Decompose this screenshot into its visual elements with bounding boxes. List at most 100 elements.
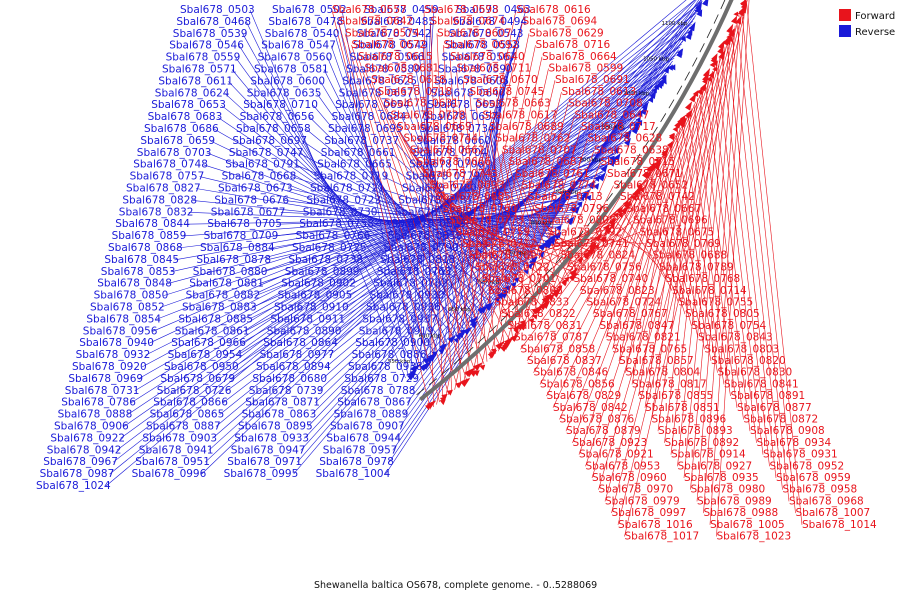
- reverse-gene-arrow: [526, 263, 533, 270]
- reverse-gene-label: Sbal678_0947: [231, 444, 306, 456]
- forward-gene-arrow: [603, 223, 611, 232]
- forward-label-connector: [736, 22, 790, 502]
- legend-reverse-swatch: [839, 25, 851, 37]
- forward-label-connector: [710, 74, 757, 443]
- forward-gene-label: Sbal678_0745: [470, 86, 545, 98]
- reverse-label-connector: [237, 99, 651, 356]
- forward-label-connector: [664, 77, 710, 443]
- reverse-gene-arrow: [625, 130, 631, 137]
- reverse-label-connector: [120, 23, 692, 439]
- forward-label-connector: [572, 81, 708, 444]
- forward-gene-label: Sbal678_0629: [529, 27, 604, 39]
- gene-feature-arrows: [407, 0, 748, 411]
- forward-gene-label: Sbal678_0765: [613, 343, 688, 355]
- forward-label-connector: [489, 80, 556, 360]
- reverse-gene-arrow: [469, 316, 479, 325]
- forward-gene-arrow: [743, 0, 746, 1]
- forward-gene-arrow: [668, 132, 675, 139]
- reverse-label-connector: [333, 107, 646, 344]
- forward-label-connector: [364, 68, 476, 373]
- reverse-gene-label: Sbal678_0581: [254, 64, 329, 76]
- forward-gene-label: Sbal678_0829: [547, 390, 622, 402]
- forward-gene-label: Sbal678_0616: [516, 4, 591, 16]
- forward-gene-arrow: [622, 200, 629, 207]
- forward-label-connector: [651, 98, 699, 420]
- forward-gene-label: Sbal678_0701: [482, 273, 557, 285]
- forward-gene-label: Sbal678_0688: [653, 250, 728, 262]
- reverse-gene-label: Sbal678_0684: [332, 111, 407, 123]
- forward-gene-arrow: [576, 257, 584, 264]
- reverse-gene-label: Sbal678_0894: [256, 361, 331, 373]
- forward-gene-arrow: [542, 300, 551, 309]
- reverse-gene-label: Sbal678_0852: [90, 302, 165, 314]
- reverse-gene-label: Sbal678_0886: [352, 349, 427, 361]
- reverse-gene-label: Sbal678_0919: [359, 325, 434, 337]
- reverse-gene-label: Sbal678_0978: [319, 456, 394, 468]
- forward-gene-label: Sbal678_0744: [404, 133, 479, 145]
- reverse-gene-label: Sbal678_0944: [326, 432, 401, 444]
- reverse-label-connector: [195, 188, 545, 247]
- forward-gene-arrow: [547, 293, 555, 301]
- forward-gene-label: Sbal678_0968: [789, 495, 864, 507]
- reverse-label-connector: [318, 63, 672, 392]
- reverse-label-connector: [424, 105, 648, 344]
- forward-gene-label: Sbal678_0689: [489, 121, 564, 133]
- reverse-gene-label: Sbal678_0971: [227, 456, 302, 468]
- reverse-label-connector: [230, 77, 664, 380]
- forward-gene-label: Sbal678_0670: [463, 74, 538, 86]
- reverse-gene-label: Sbal678_0878: [196, 254, 271, 266]
- reverse-gene-label: Sbal678_0559: [166, 52, 241, 64]
- forward-gene-label: Sbal678_0856: [540, 378, 615, 390]
- reverse-gene-label: Sbal678_0938: [348, 361, 423, 373]
- reverse-gene-label: Sbal678_0902: [281, 278, 356, 290]
- forward-gene-label: Sbal678_0599: [549, 63, 624, 75]
- reverse-gene-arrow: [686, 28, 693, 36]
- reverse-gene-label: Sbal678_0785: [395, 206, 470, 218]
- forward-gene-label: Sbal678_0761: [515, 168, 590, 180]
- forward-gene-label: Sbal678_0593: [424, 4, 499, 16]
- forward-gene-arrow: [718, 49, 726, 60]
- reverse-gene-label: Sbal678_0956: [83, 325, 158, 337]
- reverse-gene-label: Sbal678_0703: [137, 147, 212, 159]
- forward-gene-label: Sbal678_0638: [594, 144, 669, 156]
- reverse-gene-label: Sbal678_0818: [380, 254, 455, 266]
- forward-gene-label: Sbal678_0671: [607, 168, 682, 180]
- forward-gene-label: Sbal678_0846: [534, 367, 609, 379]
- reverse-label-connector: [123, 35, 687, 427]
- reverse-label-connector: [244, 121, 638, 332]
- reverse-gene-label: Sbal678_0478: [268, 16, 343, 28]
- forward-gene-label: Sbal678_0824: [561, 250, 636, 262]
- forward-gene-label: Sbal678_0675: [640, 226, 715, 238]
- reverse-label-connector: [156, 134, 629, 320]
- forward-gene-label: Sbal678_1023: [717, 531, 792, 543]
- forward-gene-label: Sbal678_0934: [757, 437, 832, 449]
- forward-gene-label: Sbal678_0773: [449, 215, 524, 227]
- forward-label-connector: [430, 21, 443, 400]
- reverse-gene-label: Sbal678_0547: [261, 40, 336, 52]
- forward-label-connector: [331, 9, 431, 410]
- forward-gene-label: Sbal678_0687: [509, 156, 584, 168]
- reverse-gene-label: Sbal678_0719: [314, 171, 389, 183]
- reverse-gene-label: Sbal678_0757: [130, 171, 205, 183]
- forward-label-connector: [370, 80, 485, 365]
- reverse-gene-label: Sbal678_0637: [339, 87, 414, 99]
- forward-gene-label: Sbal678_0997: [612, 507, 687, 519]
- forward-gene-label: Sbal678_1007: [796, 507, 871, 519]
- reverse-gene-label: Sbal678_0951: [135, 456, 210, 468]
- kbp-tick-label: 950 kbp: [602, 125, 625, 131]
- reverse-gene-arrow: [647, 96, 654, 103]
- reverse-gene-arrow: [624, 137, 631, 147]
- reverse-gene-label: Sbal678_0766: [296, 230, 371, 242]
- forward-gene-arrow: [654, 158, 662, 168]
- forward-gene-arrow: [460, 378, 470, 386]
- reverse-gene-label: Sbal678_0906: [54, 421, 129, 433]
- reverse-gene-label: Sbal678_0655: [427, 99, 502, 111]
- forward-gene-arrow: [644, 170, 651, 179]
- forward-label-connector: [546, 121, 685, 397]
- reverse-gene-label: Sbal678_0625: [342, 75, 417, 87]
- reverse-gene-label: Sbal678_0966: [171, 337, 246, 349]
- forward-gene-arrow: [600, 236, 607, 243]
- forward-label-connector: [591, 50, 724, 479]
- forward-gene-label: Sbal678_0891: [731, 390, 806, 402]
